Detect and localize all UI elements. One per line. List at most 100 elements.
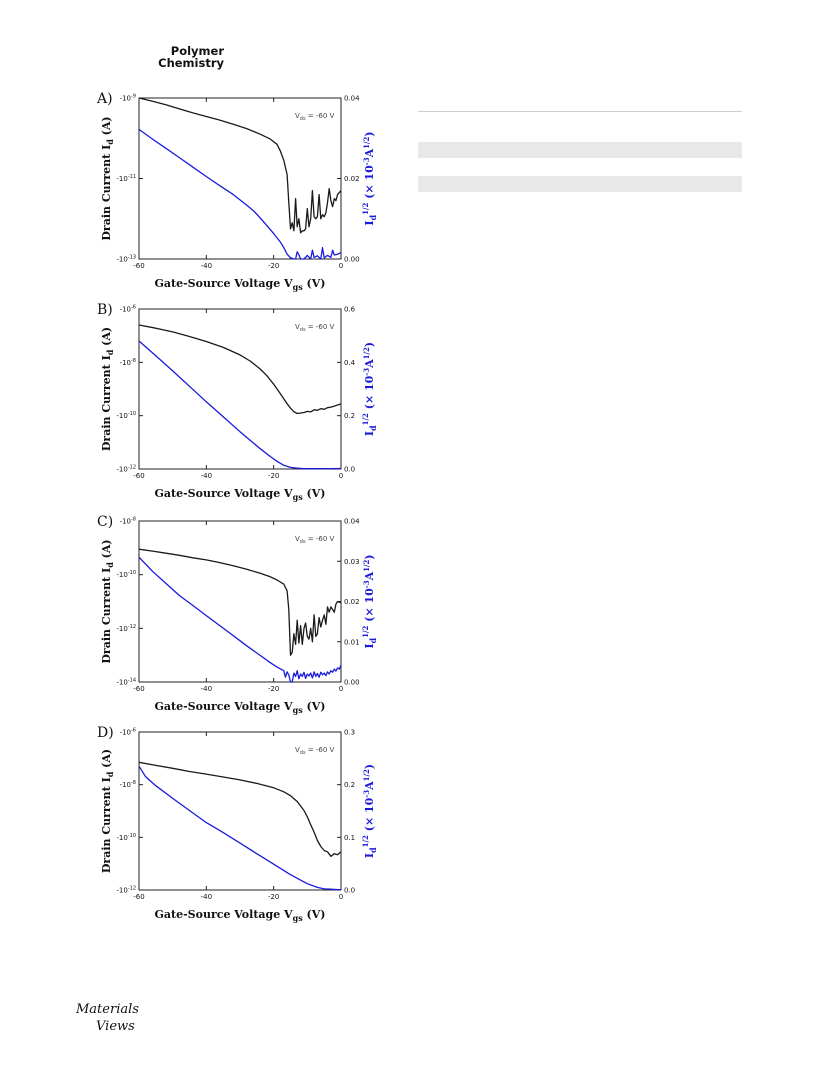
y-right-title-subscript: d (368, 638, 378, 644)
annotation-subscript: ds (300, 116, 306, 122)
y-right-title-superscript: 1/2 (361, 413, 370, 425)
y-left-tick-label: -10-8 (120, 780, 136, 789)
x-tick-label: 0 (339, 262, 343, 270)
x-title-subscript: gs (293, 282, 304, 292)
y-right-title-unit: (× 10 (363, 165, 376, 203)
annotation-subscript: ds (300, 327, 306, 333)
y-right-title-subscript: d (368, 425, 378, 431)
y-left-tick-label: -10-12 (116, 465, 136, 474)
y-right-title-superscript: 1/2 (361, 835, 370, 847)
y-right-axis-title: Id1/2 (× 10-3A1/2) (361, 554, 378, 648)
x-tick-label: -40 (201, 262, 212, 270)
y-left-title-main: Drain Current I (100, 355, 113, 451)
tick-exponent: -14 (128, 678, 136, 684)
y-left-axis-title: Drain Current Id (A) (100, 116, 115, 240)
y-left-tick-label: -10-13 (116, 255, 136, 264)
x-tick-label: -20 (268, 685, 279, 693)
x-title-main: Gate-Source Voltage V (155, 487, 294, 500)
y-right-title-superscript: 1/2 (361, 202, 370, 214)
series-line-sqrt-drain-current (138, 556, 342, 683)
x-tick-label: -60 (133, 685, 144, 693)
y-right-tick-label: 0.2 (344, 412, 355, 420)
y-left-tick-label: -10-10 (116, 411, 136, 420)
chart-panel-1: A)-60 -40 -20 0-10-13-10-11-10-90.000.020.0… (96, 91, 378, 292)
y-left-tick-label: -10-10 (116, 570, 136, 579)
chart-panel-4: D)-60 -40 -20 0-10-12-10-10-10-8-10-60.00.1… (97, 725, 378, 923)
x-tick-label: -20 (268, 893, 279, 901)
annotation-subscript: ds (300, 750, 306, 756)
plot-frame (138, 308, 342, 470)
y-right-title-close: ) (363, 342, 376, 347)
y-right-title-main: I (363, 853, 376, 858)
y-right-unit-tail: A (363, 781, 376, 791)
tick-base: -10 (116, 412, 127, 420)
x-tick-label: -40 (201, 893, 212, 901)
chart-panel-2: B)-60 -40 -20 0-10-12-10-10-10-8-10-60.00.2… (97, 302, 378, 502)
logo-line1: Materials (75, 1002, 139, 1017)
y-right-unit-exponent2: 1/2 (362, 559, 371, 571)
y-left-tick-label: -10-9 (120, 94, 136, 103)
y-left-tick-label: -10-8 (120, 358, 136, 367)
tick-exponent: -12 (128, 624, 136, 630)
x-tick-label: -20 (268, 472, 279, 480)
y-left-title-main: Drain Current I (100, 777, 113, 873)
annotation-suffix: = -60 V (306, 323, 335, 331)
y-right-title-close: ) (363, 764, 376, 769)
y-left-title-subscript: d (105, 562, 115, 568)
y-right-title-close: ) (363, 131, 376, 136)
y-left-tick-label: -10-11 (116, 174, 136, 183)
y-right-tick-label: 0.00 (344, 256, 360, 264)
plot-frame (138, 97, 342, 260)
panel-label: A) (96, 91, 113, 107)
y-left-tick-label: -10-10 (116, 833, 136, 842)
series-line-drain-current (138, 97, 342, 234)
y-left-title-unit: (A) (100, 327, 113, 350)
tick-exponent: -12 (128, 465, 136, 471)
vds-annotation: Vds = -60 V (295, 323, 335, 333)
annotation-suffix: = -60 V (306, 746, 335, 754)
y-right-unit-exponent2: 1/2 (362, 136, 371, 148)
y-right-title-subscript: d (368, 847, 378, 853)
y-right-unit-tail: A (363, 571, 376, 581)
tick-exponent: -10 (128, 833, 136, 839)
x-tick-label: -20 (268, 262, 279, 270)
x-tick-label: 0 (339, 685, 343, 693)
y-right-axis-title: Id1/2 (× 10-3A1/2) (361, 764, 378, 858)
y-right-unit-exponent: -3 (362, 790, 371, 798)
y-right-tick-label: 0.01 (344, 638, 360, 646)
y-right-title-unit: (× 10 (363, 375, 376, 413)
tick-exponent: -13 (128, 255, 136, 261)
annotation-subscript: ds (300, 539, 306, 545)
y-right-title-unit: (× 10 (363, 588, 376, 626)
header-rule (418, 111, 742, 112)
y-right-tick-label: 0.4 (344, 359, 356, 367)
tick-exponent: -10 (128, 570, 136, 576)
series-line-sqrt-drain-current (138, 128, 342, 260)
y-right-title-superscript: 1/2 (361, 625, 370, 637)
tick-base: -10 (120, 518, 131, 526)
journal-name-line1: Polymer (170, 44, 224, 58)
tick-base: -10 (120, 729, 131, 737)
tick-exponent: -8 (131, 780, 136, 786)
y-right-title-close: ) (363, 554, 376, 559)
y-left-tick-label: -10-6 (120, 728, 136, 737)
x-axis-title: Gate-Source Voltage Vgs (V) (155, 700, 326, 715)
x-title-main: Gate-Source Voltage V (155, 908, 294, 921)
panel-label: D) (97, 725, 114, 741)
y-right-tick-label: 0.04 (344, 95, 360, 103)
x-axis-title: Gate-Source Voltage Vgs (V) (155, 277, 326, 292)
panel-label: C) (97, 514, 113, 530)
x-title-subscript: gs (293, 913, 304, 923)
x-tick-label: -60 (133, 472, 144, 480)
tick-exponent: -6 (131, 305, 136, 311)
x-title-main: Gate-Source Voltage V (155, 277, 294, 290)
tick-base: -10 (120, 359, 131, 367)
y-right-unit-exponent2: 1/2 (362, 347, 371, 359)
y-left-title-main: Drain Current I (100, 145, 113, 241)
vds-annotation: Vds = -60 V (295, 535, 335, 545)
x-axis-title: Gate-Source Voltage Vgs (V) (155, 908, 326, 923)
y-right-tick-label: 0.3 (344, 729, 355, 737)
annotation-prefix: V (295, 112, 300, 120)
y-right-tick-label: 0.0 (344, 466, 355, 474)
